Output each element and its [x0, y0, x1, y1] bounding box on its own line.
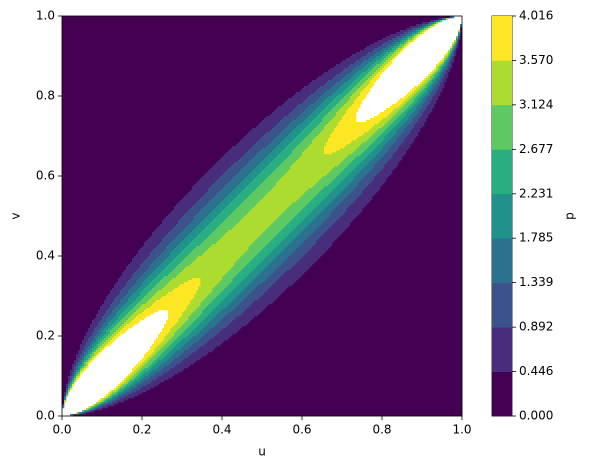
x-tick-label: 0.6: [292, 423, 311, 437]
x-tick-label: 1.0: [452, 423, 471, 437]
y-tick-label: 0.8: [36, 89, 55, 103]
colorbar-tick-label: 0.446: [519, 364, 553, 378]
colorbar-tick-label: 3.570: [519, 53, 553, 67]
y-tick-label: 0.2: [36, 329, 55, 343]
y-tick-label: 0.6: [36, 169, 55, 183]
colorbar-band: [492, 16, 512, 61]
x-tick-label: 0.0: [52, 423, 71, 437]
colorbar-tick-label: 4.016: [519, 9, 553, 23]
y-tick-label: 0.0: [36, 409, 55, 423]
contour-band: [61, 16, 463, 417]
colorbar-tick-label: 1.785: [519, 231, 553, 245]
colorbar-band: [492, 238, 512, 283]
colorbar-tick-label: 0.892: [519, 320, 553, 334]
colorbar-band: [492, 371, 512, 417]
axes-frame: [61, 15, 463, 417]
x-tick-label: 0.2: [132, 423, 151, 437]
y-tick-label: 0.4: [36, 249, 55, 263]
contour-band: [64, 18, 461, 415]
colorbar-band: [492, 193, 512, 239]
colorbar-band: [492, 327, 512, 372]
colorbar-label: p: [563, 212, 577, 220]
colorbar-tick-label: 2.231: [519, 186, 553, 200]
colorbar-band: [492, 60, 512, 106]
x-tick-label: 0.4: [212, 423, 231, 437]
colorbar-tick-label: 2.677: [519, 142, 553, 156]
y-tick-label: 1.0: [36, 9, 55, 23]
x-axis-label: u: [258, 445, 266, 459]
x-tick-label: 0.8: [372, 423, 391, 437]
colorbar-tick-label: 0.000: [519, 409, 553, 423]
colorbar-band: [492, 282, 512, 328]
colorbar-band: [492, 149, 512, 195]
plot-area: [61, 16, 463, 417]
colorbar-tick-label: 1.339: [519, 275, 553, 289]
colorbar-tick-label: 3.124: [519, 97, 553, 111]
colorbar-band: [492, 104, 512, 150]
y-axis-label: v: [9, 212, 23, 219]
